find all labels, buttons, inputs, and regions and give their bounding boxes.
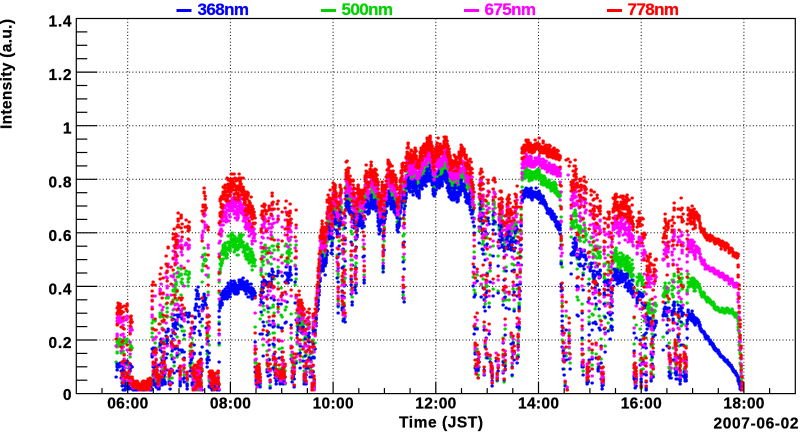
svg-text:0.4: 0.4 bbox=[49, 281, 72, 298]
svg-text:10:00: 10:00 bbox=[313, 396, 354, 413]
svg-text:06:00: 06:00 bbox=[107, 396, 148, 413]
svg-text:1.2: 1.2 bbox=[49, 67, 72, 84]
svg-text:Intensity (a.u.): Intensity (a.u.) bbox=[0, 19, 16, 129]
svg-text:16:00: 16:00 bbox=[621, 396, 662, 413]
svg-text:18:00: 18:00 bbox=[723, 396, 764, 413]
svg-text:500nm: 500nm bbox=[342, 0, 394, 19]
svg-text:778nm: 778nm bbox=[628, 0, 680, 19]
svg-text:Time (JST): Time (JST) bbox=[399, 415, 483, 432]
svg-text:368nm: 368nm bbox=[198, 0, 250, 19]
svg-text:675nm: 675nm bbox=[485, 0, 537, 19]
svg-text:0: 0 bbox=[63, 387, 72, 404]
svg-text:1: 1 bbox=[63, 121, 72, 138]
svg-text:0.8: 0.8 bbox=[49, 174, 72, 191]
svg-text:2007-06-02: 2007-06-02 bbox=[714, 415, 799, 432]
svg-text:0.2: 0.2 bbox=[49, 335, 72, 352]
svg-text:0.6: 0.6 bbox=[49, 228, 72, 245]
svg-text:12:00: 12:00 bbox=[415, 396, 456, 413]
svg-text:1.4: 1.4 bbox=[49, 14, 72, 31]
svg-text:14:00: 14:00 bbox=[518, 396, 559, 413]
svg-text:08:00: 08:00 bbox=[210, 396, 251, 413]
